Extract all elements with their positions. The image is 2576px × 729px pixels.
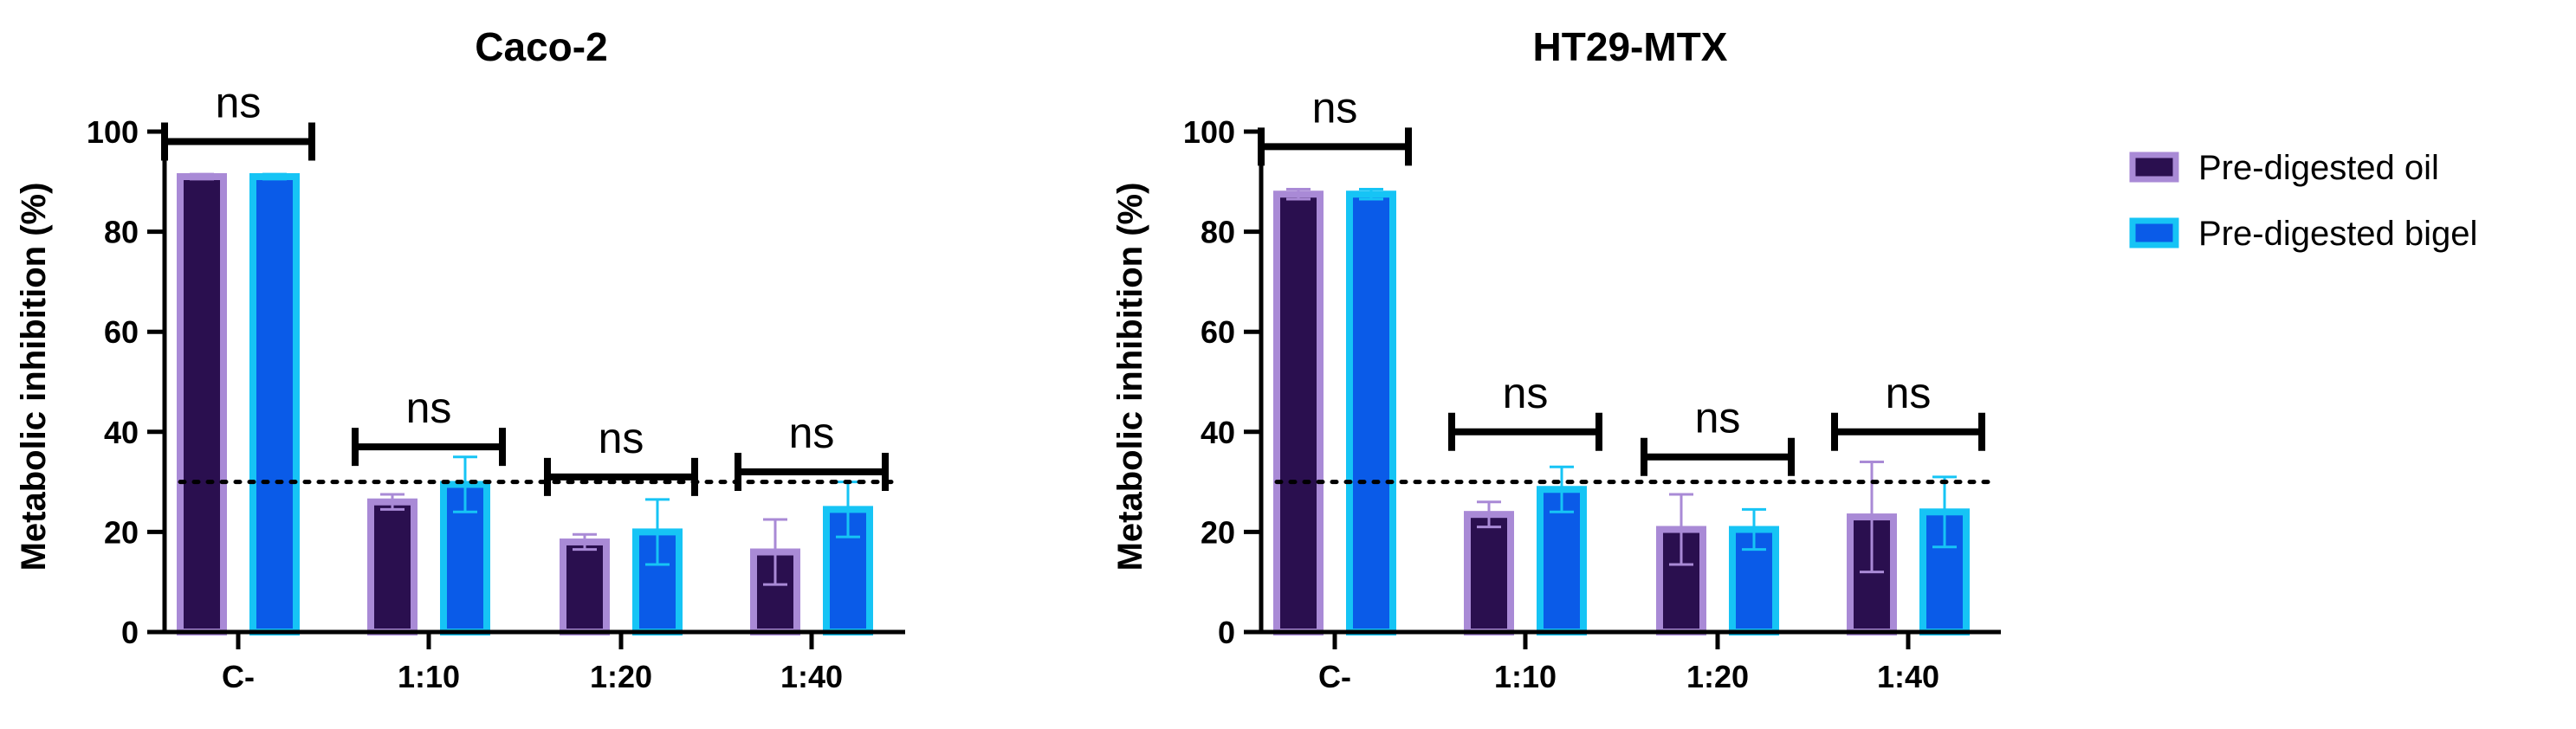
significance-label: ns [1695,394,1741,442]
x-tick-label: C- [222,659,255,694]
y-tick-label: 0 [1218,615,1235,650]
legend-swatch-oil [2129,152,2179,183]
bar-oil [177,173,227,635]
significance-label: ns [216,79,262,127]
bar-oil [367,498,417,635]
y-axis-label: Metabolic inhibition (%) [15,183,53,571]
significance-label: ns [1312,83,1358,132]
y-tick-label: 40 [1201,415,1235,450]
chart-title: Caco-2 [475,24,607,69]
y-tick-label: 60 [104,314,139,350]
bar-oil [1273,190,1324,635]
y-tick-label: 20 [1201,514,1235,550]
x-tick-label: C- [1318,659,1351,694]
legend-swatch-bigel [2129,217,2179,248]
significance-label: ns [789,409,835,457]
significance-label: ns [406,384,452,432]
x-tick-label: 1:20 [1686,659,1749,694]
y-axis-label: Metabolic inhibition (%) [1111,183,1149,571]
y-tick-label: 0 [121,615,139,650]
chart-panel-caco2: Caco-2 Metabolic inhibition (%) C-ns 1:10… [15,24,905,694]
bar-bigel [249,173,300,635]
y-tick-label: 20 [104,514,139,550]
y-tick-label: 40 [104,415,139,450]
y-tick-label: 100 [1183,114,1235,150]
significance-label: ns [1886,369,1932,417]
x-tick-label: 1:40 [1877,659,1939,694]
legend-label-bigel: Pre-digested bigel [2198,215,2477,253]
x-tick-label: 1:40 [780,659,843,694]
chart-panel-ht29-mtx: HT29-MTX Metabolic inhibition (%) C-ns 1:… [1111,24,2001,694]
y-tick-label: 100 [87,114,139,150]
y-tick-label: 80 [1201,215,1235,250]
x-tick-label: 1:10 [398,659,460,694]
bar-bigel [1346,190,1396,635]
y-tick-label: 80 [104,215,139,250]
x-tick-label: 1:10 [1494,659,1557,694]
significance-label: ns [1503,369,1549,417]
chart-title: HT29-MTX [1533,24,1728,69]
x-tick-label: 1:20 [590,659,652,694]
bar-oil [1464,511,1514,635]
significance-label: ns [599,414,644,462]
legend: Pre-digested oil Pre-digested bigel [2129,149,2477,253]
bar-oil [560,538,610,636]
y-tick-label: 60 [1201,314,1235,350]
legend-label-oil: Pre-digested oil [2198,149,2439,187]
